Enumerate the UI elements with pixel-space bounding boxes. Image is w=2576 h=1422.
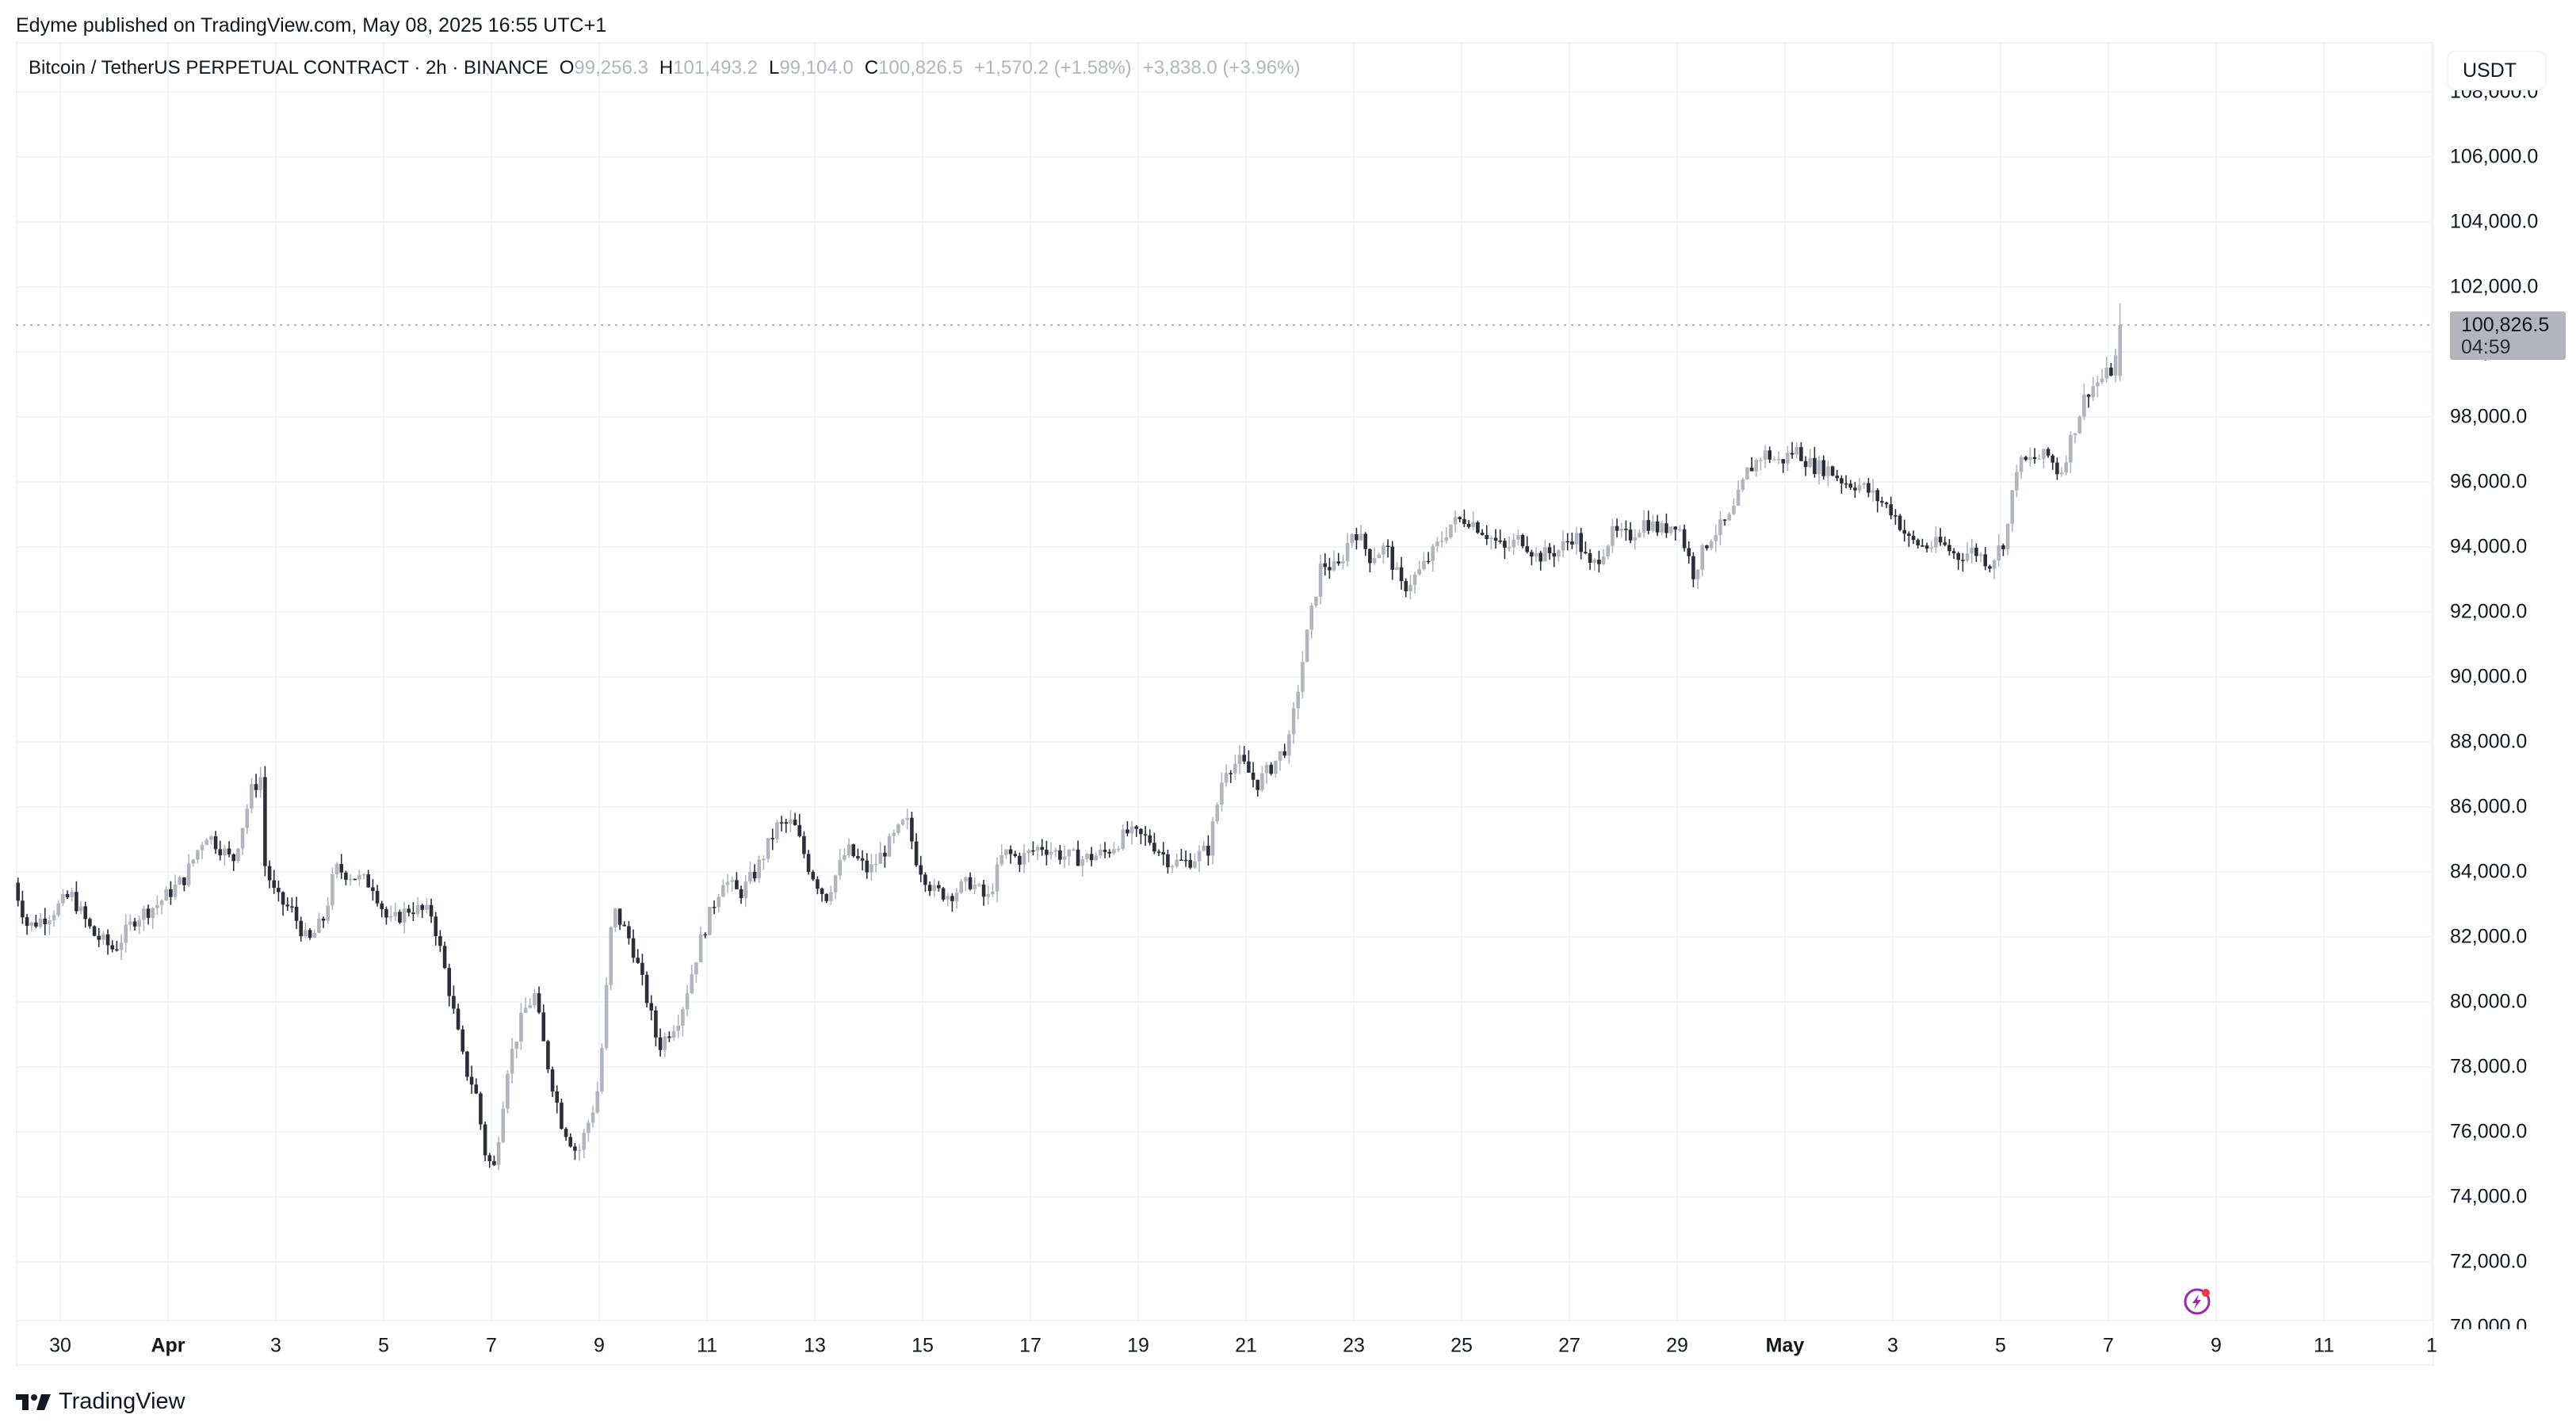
time-tick-label: 7 <box>2103 1334 2114 1357</box>
candlestick-chart <box>16 42 2433 1320</box>
price-tick-label: 102,000.0 <box>2450 275 2539 298</box>
time-tick-label: May <box>1765 1334 1805 1357</box>
price-tick-label: 90,000.0 <box>2450 665 2528 688</box>
price-tick-label: 74,000.0 <box>2450 1185 2528 1208</box>
time-tick-label: 9 <box>2211 1334 2222 1357</box>
time-tick-label: 13 <box>804 1334 826 1357</box>
last-price-tag: 100,826.5 04:59 <box>2450 312 2566 360</box>
time-tick-label: 1 <box>2426 1334 2437 1357</box>
time-tick-label: 11 <box>697 1334 717 1357</box>
time-axis[interactable] <box>16 1320 2433 1366</box>
time-tick-label: 3 <box>1887 1334 1898 1357</box>
period-change: +3,838.0 (+3.96%) <box>1142 57 1301 78</box>
currency-button[interactable]: USDT <box>2447 51 2547 90</box>
time-tick-label: 25 <box>1450 1334 1473 1357</box>
low-value: 99,104.0 <box>779 57 854 78</box>
high-label: H <box>659 57 674 78</box>
time-tick-label: 15 <box>912 1334 934 1357</box>
price-tick-label: 98,000.0 <box>2450 405 2528 428</box>
price-tick-label: 96,000.0 <box>2450 470 2528 493</box>
time-tick-label: 9 <box>594 1334 605 1357</box>
price-tick-label: 84,000.0 <box>2450 860 2528 883</box>
time-tick-label: 29 <box>1666 1334 1688 1357</box>
time-tick-label: 7 <box>486 1334 497 1357</box>
low-label: L <box>768 57 780 78</box>
high-value: 101,493.2 <box>673 57 758 78</box>
tradingview-brand[interactable]: TradingView <box>16 1389 185 1415</box>
open-label: O <box>559 57 575 78</box>
tradingview-logo-icon <box>16 1393 51 1410</box>
time-tick-label: 11 <box>2314 1334 2334 1357</box>
price-tick-label: 104,000.0 <box>2450 210 2539 233</box>
time-tick-label: 19 <box>1127 1334 1149 1357</box>
publish-line: Edyme published on TradingView.com, May … <box>16 14 607 36</box>
time-tick-label: 30 <box>49 1334 71 1357</box>
symbol-legend: Bitcoin / TetherUS PERPETUAL CONTRACT · … <box>29 57 1300 79</box>
price-axis[interactable] <box>2433 42 2560 1366</box>
price-tick-label: 94,000.0 <box>2450 535 2528 558</box>
time-tick-label: 21 <box>1235 1334 1257 1357</box>
price-tick-label: 76,000.0 <box>2450 1120 2528 1143</box>
last-price-value: 100,826.5 <box>2461 314 2550 336</box>
price-tick-label: 92,000.0 <box>2450 600 2528 623</box>
price-tick-label: 82,000.0 <box>2450 925 2528 948</box>
chart-plot-area[interactable] <box>16 42 2433 1320</box>
price-tick-label: 86,000.0 <box>2450 795 2528 818</box>
price-tick-label: 106,000.0 <box>2450 145 2539 168</box>
time-tick-label: 23 <box>1343 1334 1365 1357</box>
brand-name: TradingView <box>59 1389 185 1414</box>
open-value: 99,256.3 <box>574 57 648 78</box>
price-tick-label: 78,000.0 <box>2450 1055 2528 1078</box>
price-tick-label: 88,000.0 <box>2450 730 2528 753</box>
bar-change: +1,570.2 (+1.58%) <box>973 57 1132 78</box>
price-tick-label: 72,000.0 <box>2450 1250 2528 1273</box>
close-label: C <box>864 57 879 78</box>
price-tick-label: 70,000.0 <box>2450 1315 2528 1338</box>
bar-countdown: 04:59 <box>2461 336 2511 358</box>
time-tick-label: Apr <box>151 1334 185 1357</box>
price-tick-label: 80,000.0 <box>2450 990 2528 1013</box>
close-value: 100,826.5 <box>878 57 963 78</box>
time-tick-label: 3 <box>270 1334 281 1357</box>
time-tick-label: 5 <box>1995 1334 2006 1357</box>
symbol-title[interactable]: Bitcoin / TetherUS PERPETUAL CONTRACT · … <box>29 57 548 78</box>
time-tick-label: 5 <box>378 1334 389 1357</box>
time-tick-label: 27 <box>1558 1334 1580 1357</box>
alert-lightning-icon[interactable] <box>2181 1286 2213 1317</box>
time-tick-label: 17 <box>1019 1334 1041 1357</box>
